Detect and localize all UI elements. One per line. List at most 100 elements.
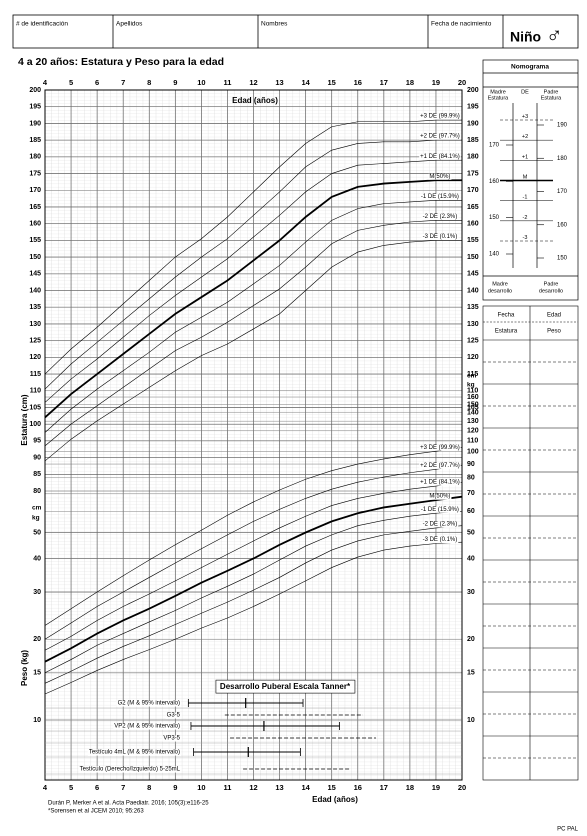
- y2-tick-label: 150: [467, 401, 479, 408]
- y-axis-title: Peso (kg): [20, 650, 29, 686]
- nomogram-tick-label: 150: [489, 215, 500, 221]
- y-tick-label: 165: [29, 204, 41, 211]
- y-tick-label: 90: [33, 454, 41, 461]
- series-label-bg: [419, 462, 461, 469]
- nomogram-header: Estatura: [541, 95, 562, 101]
- y2-tick-label: 190: [467, 120, 479, 127]
- x-tick-label: 13: [275, 783, 283, 792]
- x-tick-label: 9: [173, 78, 177, 87]
- x-tick-label: 7: [121, 783, 125, 792]
- series-label: +2 DE (97.7%): [420, 134, 460, 140]
- nomogram-header: DE: [521, 89, 529, 95]
- tanner-label-bg: [87, 749, 181, 756]
- table-header: Estatura: [495, 329, 518, 335]
- unit-label: kg: [467, 382, 475, 389]
- x-tick-label: 6: [95, 783, 99, 792]
- x-tick-label: 7: [121, 78, 125, 87]
- y2-tick-label: 125: [467, 337, 479, 344]
- y2-tick-label: 195: [467, 104, 479, 111]
- tanner-row-label: VP2 (M & 95% intervalo): [114, 724, 180, 730]
- series-label: -2 DE (2.3%): [423, 522, 458, 528]
- y2-tick-label: 30: [467, 589, 475, 596]
- y2-tick-label: 100: [467, 449, 479, 456]
- header-field: # de identificación: [16, 21, 68, 28]
- y2-tick-label: 10: [467, 717, 475, 724]
- series-label-bg: [421, 521, 459, 528]
- series-label: M(50%): [429, 494, 450, 500]
- nomogram-header: Madre: [490, 89, 506, 95]
- header-field: Nombres: [261, 21, 288, 28]
- y2-tick-label: 130: [467, 418, 479, 425]
- x-tick-label: 12: [249, 783, 257, 792]
- x-tick-label: 11: [223, 78, 231, 87]
- y2-tick-label: 165: [467, 204, 479, 211]
- x-tick-label: 4: [43, 78, 48, 87]
- y-tick-label: 175: [29, 170, 41, 177]
- nomogram-tick-label: 160: [557, 222, 568, 228]
- nomogram-frame: [482, 59, 579, 301]
- sex-symbol: ♂: [546, 22, 563, 47]
- series-line: [44, 446, 463, 626]
- plot: +3 DE (99.9%) +2 DE (97.7%) +1 DE (84.1%) M…: [44, 89, 463, 780]
- y2-tick-label: 60: [467, 508, 475, 515]
- log-table: [482, 305, 579, 781]
- series-label-bg: [419, 444, 461, 451]
- x-tick-label: 11: [223, 783, 231, 792]
- y-tick-label: 115: [30, 371, 41, 378]
- x-tick-label: 15: [328, 783, 336, 792]
- x-tick-label: 12: [249, 78, 257, 87]
- header-field: Apellidos: [116, 21, 143, 28]
- x-tick-label: 14: [301, 78, 310, 87]
- nomogram-tick-label: 190: [557, 123, 568, 129]
- footer: PC PAL: [557, 827, 579, 833]
- y-tick-label: 145: [29, 271, 41, 278]
- x-tick-label: 15: [328, 78, 336, 87]
- y2-tick-label: 70: [467, 490, 475, 497]
- nomogram-de-label: +3: [522, 114, 528, 120]
- series-line: [44, 525, 463, 684]
- x-axis-title: Edad (años): [312, 795, 358, 804]
- series-label: M(50%): [429, 174, 450, 180]
- series-line: [44, 465, 463, 640]
- nomogram-tick-label: 170: [489, 143, 500, 149]
- nomogram-tick-label: 180: [557, 156, 568, 162]
- y-tick-label: 30: [33, 589, 41, 596]
- nomogram-tick-label: 160: [489, 179, 500, 185]
- chart-title: 4 a 20 años: Estatura y Peso para la eda…: [18, 56, 224, 68]
- y-tick-label: 180: [29, 154, 41, 161]
- series-label-bg: [419, 153, 461, 160]
- x-tick-label: 8: [147, 78, 151, 87]
- y2-tick-label: 15: [467, 670, 475, 677]
- x-tick-label: 9: [173, 783, 177, 792]
- y-tick-label: 130: [29, 321, 41, 328]
- nomogram-de-label: -1: [523, 195, 528, 201]
- tanner-row-label: VP3-5: [163, 736, 180, 742]
- x-tick-label: 16: [354, 783, 362, 792]
- footnote: Durán P, Merker A et al. Acta Paediatr. …: [48, 801, 209, 807]
- series-label: -2 DE (2.3%): [423, 214, 458, 220]
- y-tick-label: 155: [29, 237, 41, 244]
- y2-tick-label: 160: [467, 221, 479, 228]
- y2-tick-label: 160: [467, 394, 479, 401]
- nomogram-tick-label: 170: [557, 189, 568, 195]
- y-tick-label: 140: [29, 287, 41, 294]
- series-label: +3 DE (99.9%): [420, 114, 460, 120]
- series-label: +2 DE (97.7%): [420, 463, 460, 469]
- y2-tick-label: 145: [467, 271, 479, 278]
- nomogram-footer: desarrollo: [488, 288, 512, 294]
- series-label: -3 DE (0.1%): [423, 234, 458, 240]
- series-line: [44, 541, 463, 695]
- series-label-bg: [421, 537, 459, 544]
- unit-label: kg: [32, 515, 40, 522]
- tanner-title-box: [215, 679, 356, 694]
- y-tick-label: 100: [29, 421, 41, 428]
- y-tick-label: 150: [29, 254, 41, 261]
- series-label-bg: [419, 479, 461, 486]
- x-tick-label: 18: [406, 783, 414, 792]
- x-tick-label: 19: [432, 78, 440, 87]
- y-tick-label: 20: [33, 636, 41, 643]
- x-tick-label: 5: [69, 783, 73, 792]
- series-line: [44, 220, 462, 447]
- y-tick-label: 135: [29, 304, 41, 311]
- x-tick-label: 20: [458, 78, 466, 87]
